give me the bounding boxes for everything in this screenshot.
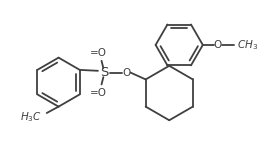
Text: O: O xyxy=(213,40,221,50)
Text: S: S xyxy=(100,66,109,79)
Text: =O: =O xyxy=(90,88,107,98)
Text: $H_3C$: $H_3C$ xyxy=(20,111,42,124)
Text: O: O xyxy=(122,68,130,78)
Text: $CH_3$: $CH_3$ xyxy=(237,38,258,52)
Text: =O: =O xyxy=(90,48,107,58)
